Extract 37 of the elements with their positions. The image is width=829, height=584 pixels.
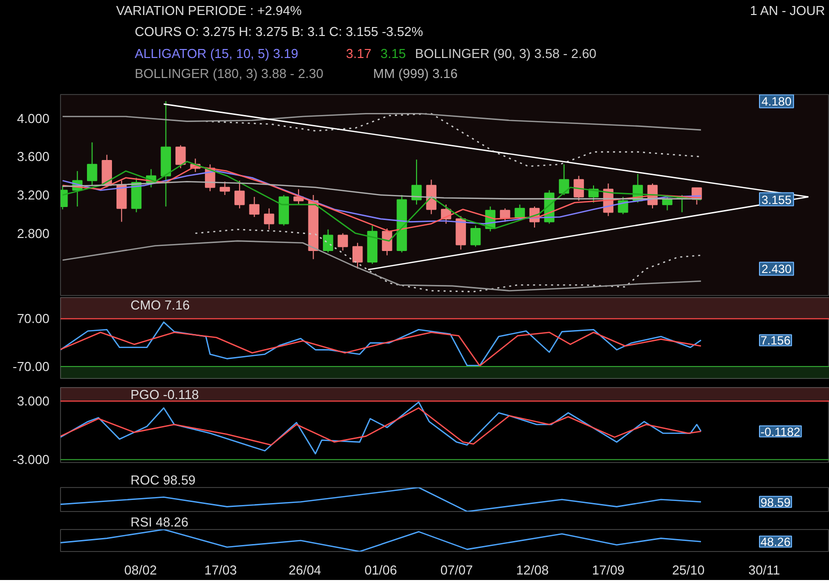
x-tick-label: 12/08 [516, 562, 549, 578]
x-tick-label: 30/11 [748, 562, 780, 578]
y-tick-label: 4.000 [16, 110, 50, 126]
text: MM (999) 3.16 [373, 66, 458, 81]
y-tick-label: 3.200 [16, 188, 50, 202]
y-tick-label: 2.800 [16, 226, 50, 241]
x-tick-label: 01/06 [364, 562, 398, 578]
chart-title: ROC 98.59 [130, 472, 196, 488]
text: 3.17 [346, 46, 372, 61]
annotation: 7.156 [760, 334, 791, 348]
y-tick-label: 3.600 [16, 149, 50, 164]
y-tick-label: -3.000 [12, 452, 50, 468]
text: 3.15 [380, 46, 406, 61]
annotation: 2.430 [762, 262, 792, 276]
x-tick-label: 07/07 [440, 562, 473, 578]
chart-subtitle: 1 AN - JOUR [750, 3, 826, 18]
annotation: -0.1182 [760, 424, 801, 439]
chart-title: PGO -0.118 [130, 386, 199, 402]
y-tick-label: -70.00 [12, 359, 50, 374]
x-tick-label: 17/09 [592, 562, 625, 578]
x-tick-label: 26/04 [288, 562, 322, 578]
x-tick-label: 08/02 [124, 562, 157, 578]
annotation: 98.59 [760, 495, 791, 510]
text: ALLIGATOR (15, 10, 5) 3.19 [134, 46, 298, 61]
chart-title: RSI 48.26 [130, 514, 188, 530]
y-tick-label: 70.00 [16, 311, 50, 326]
annotation: 48.26 [760, 535, 791, 550]
x-tick-label: 17/03 [204, 562, 237, 578]
annotation: 3.155 [762, 192, 792, 207]
chart-title: VARIATION PERIODE : +2.94% [116, 3, 302, 18]
text: COURS O: 3.275 H: 3.275 B: 3.1 C: 3.155 -3.52% [134, 24, 424, 39]
annotation: 4.180 [762, 94, 792, 109]
x-tick-label: 25/10 [672, 562, 705, 578]
y-tick-label: 3.000 [16, 394, 50, 409]
text: BOLLINGER (180, 3) 3.88 - 2.30 [134, 66, 324, 81]
chart-title: CMO 7.16 [130, 297, 190, 312]
text: BOLLINGER (90, 3) 3.58 - 2.60 [415, 46, 596, 61]
